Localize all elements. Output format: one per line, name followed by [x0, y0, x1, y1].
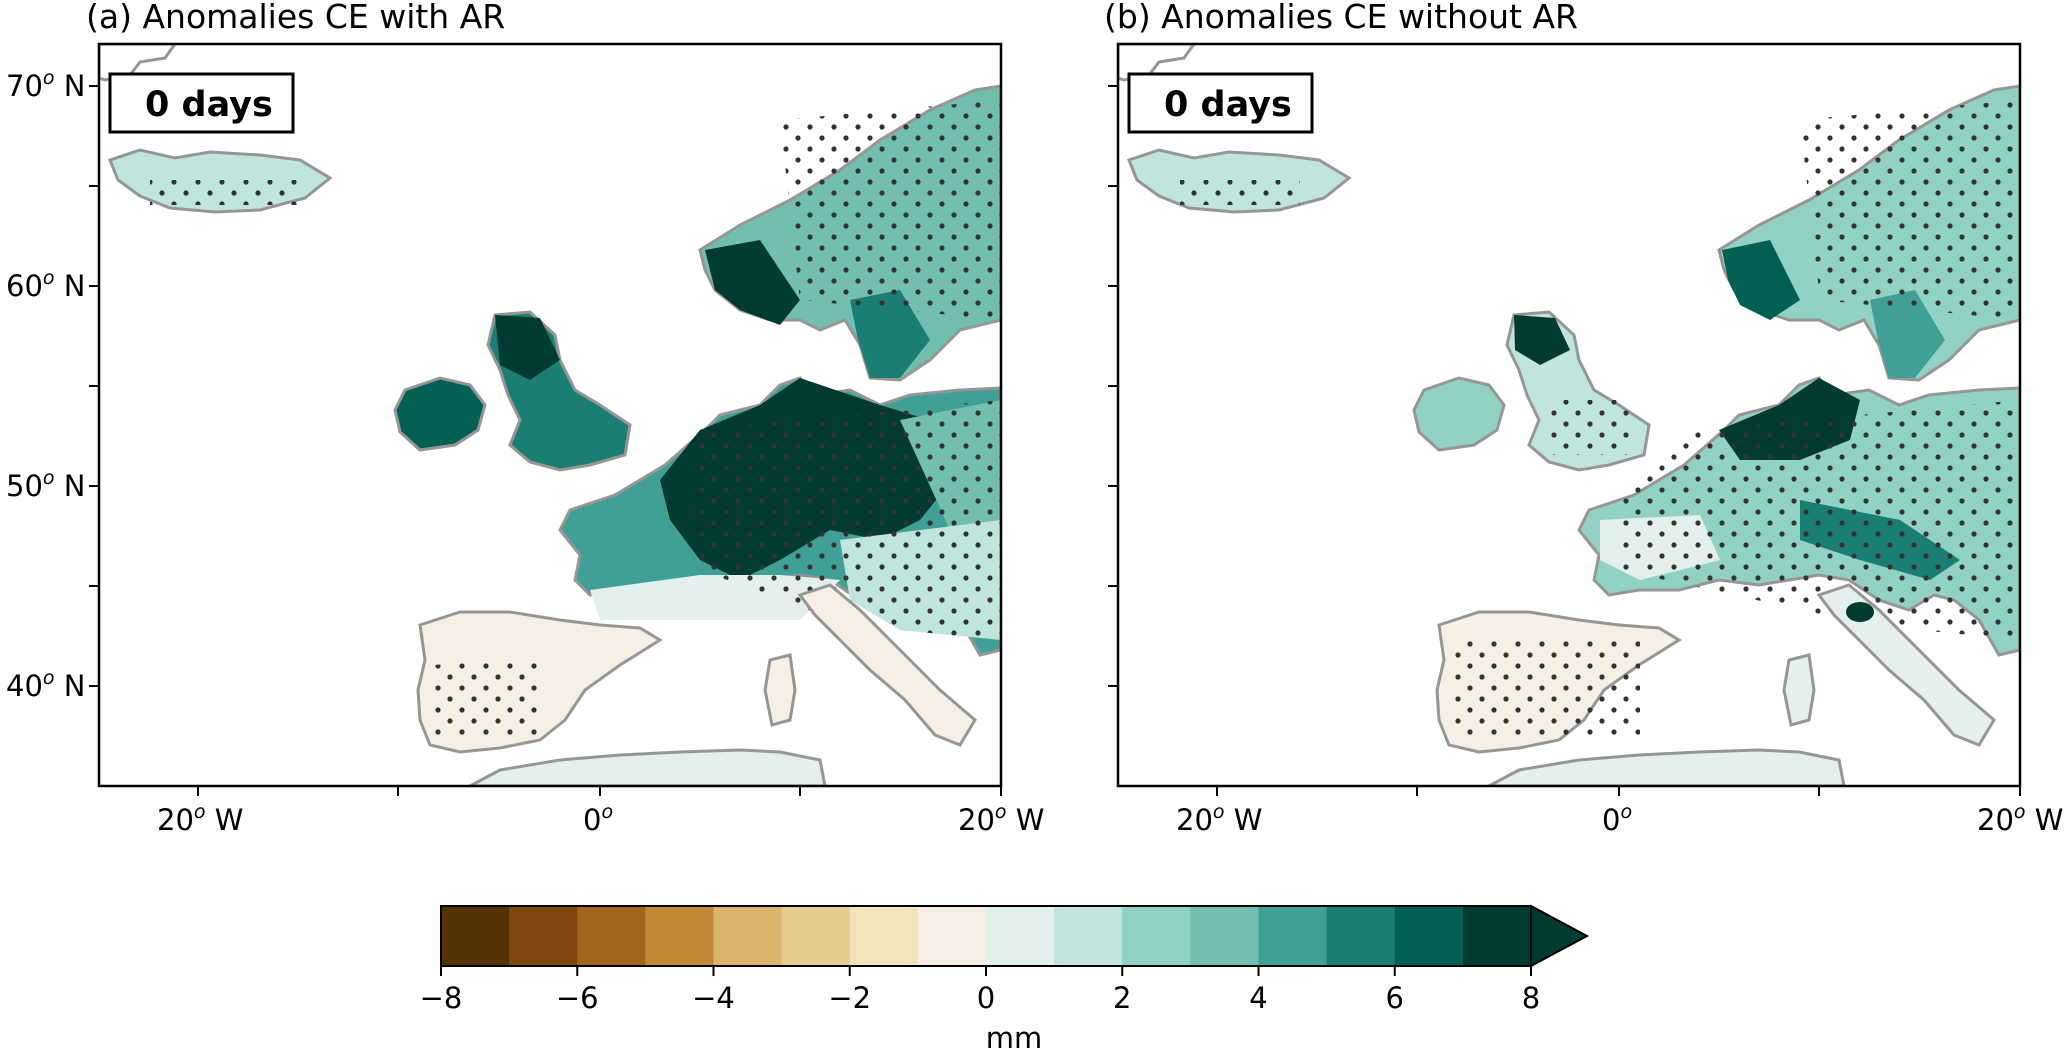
lon-tick-a-2: 0o [583, 801, 613, 837]
italy [1816, 583, 1996, 747]
colorbar-segment [1394, 906, 1464, 966]
colorbar-segment [1054, 906, 1123, 966]
colorbar-segment [1462, 906, 1532, 966]
colorbar-segment [577, 906, 646, 966]
colorbar-tick-label: 6 [1386, 981, 1404, 1015]
lon-tick-b-1: 20o W [1176, 801, 1262, 837]
lon-tick-a-1: 20o W [157, 801, 243, 837]
colorbar-segment [1122, 906, 1191, 966]
sardinia [1782, 653, 1816, 727]
panel-a: (a) Anomalies CE with AR [6, 0, 1044, 837]
panel-b-day-box: 0 days [1127, 72, 1314, 134]
panel-b-lat-ticks [1108, 85, 1118, 687]
lat-tick-50: 50o N [6, 467, 85, 503]
colorbar-tick-label: 4 [1249, 981, 1267, 1015]
north-africa [469, 748, 827, 786]
colorbar-segment [849, 906, 919, 966]
colorbar-ticks: −8 −6 −4 −2 0 2 4 6 8 [420, 966, 1540, 1015]
lon-tick-b-2: 0o [1602, 801, 1632, 837]
colorbar-segment [1190, 906, 1260, 966]
colorbar: −8 −6 −4 −2 0 2 4 6 8 mm [420, 904, 1590, 1051]
panel-a-day-box: 0 days [108, 72, 295, 134]
colorbar-tick-label: 8 [1522, 981, 1540, 1015]
colorbar-tick-label: −6 [556, 981, 599, 1015]
panel-b: (b) Anomalies CE without AR [1104, 0, 2063, 837]
lon-tick-b-3: 20o W [1977, 801, 2063, 837]
sardinia [763, 653, 797, 727]
panel-a-day-label: 0 days [145, 85, 273, 125]
panel-b-map [1118, 44, 2020, 786]
colorbar-tick-label: 0 [977, 981, 995, 1015]
colorbar-segment [645, 906, 715, 966]
lon-tick-a-3: 20o W [958, 801, 1044, 837]
italy [797, 583, 977, 747]
lat-tick-60: 60o N [6, 267, 85, 303]
panel-b-day-label: 0 days [1164, 85, 1292, 125]
north-africa [1488, 748, 1846, 786]
colorbar-tick-label: −4 [692, 981, 735, 1015]
colorbar-segment [1326, 906, 1396, 966]
panel-b-frame [1116, 42, 2022, 788]
ireland [393, 376, 487, 452]
colorbar-segment [986, 906, 1055, 966]
colorbar-label: mm [986, 1021, 1043, 1051]
panel-a-title: (a) Anomalies CE with AR [86, 0, 505, 36]
colorbar-segment [509, 906, 578, 966]
panel-a-frame [97, 42, 1003, 788]
colorbar-segment [781, 906, 851, 966]
colorbar-tick-label: −2 [828, 981, 871, 1015]
panel-a-lon-axis: 20o W 0o 20o W [157, 786, 1044, 837]
colorbar-segment [713, 906, 783, 966]
colorbar-tick-label: −8 [420, 981, 463, 1015]
ireland [1412, 376, 1506, 452]
colorbar-segment [1258, 906, 1328, 966]
panel-b-title: (b) Anomalies CE without AR [1104, 0, 1578, 36]
colorbar-extend-triangle [1530, 904, 1590, 968]
colorbar-segment [441, 906, 510, 966]
lat-tick-40: 40o N [6, 667, 85, 703]
panel-a-map [99, 44, 1001, 786]
colorbar-segments [441, 906, 1532, 966]
lat-tick-70: 70o N [6, 67, 85, 103]
panel-b-lon-axis: 20o W 0o 20o W [1176, 786, 2063, 837]
panel-a-lat-axis: 70o N 60o N 50o N 40o N [6, 67, 99, 703]
colorbar-tick-label: 2 [1113, 981, 1131, 1015]
colorbar-segment [917, 906, 987, 966]
